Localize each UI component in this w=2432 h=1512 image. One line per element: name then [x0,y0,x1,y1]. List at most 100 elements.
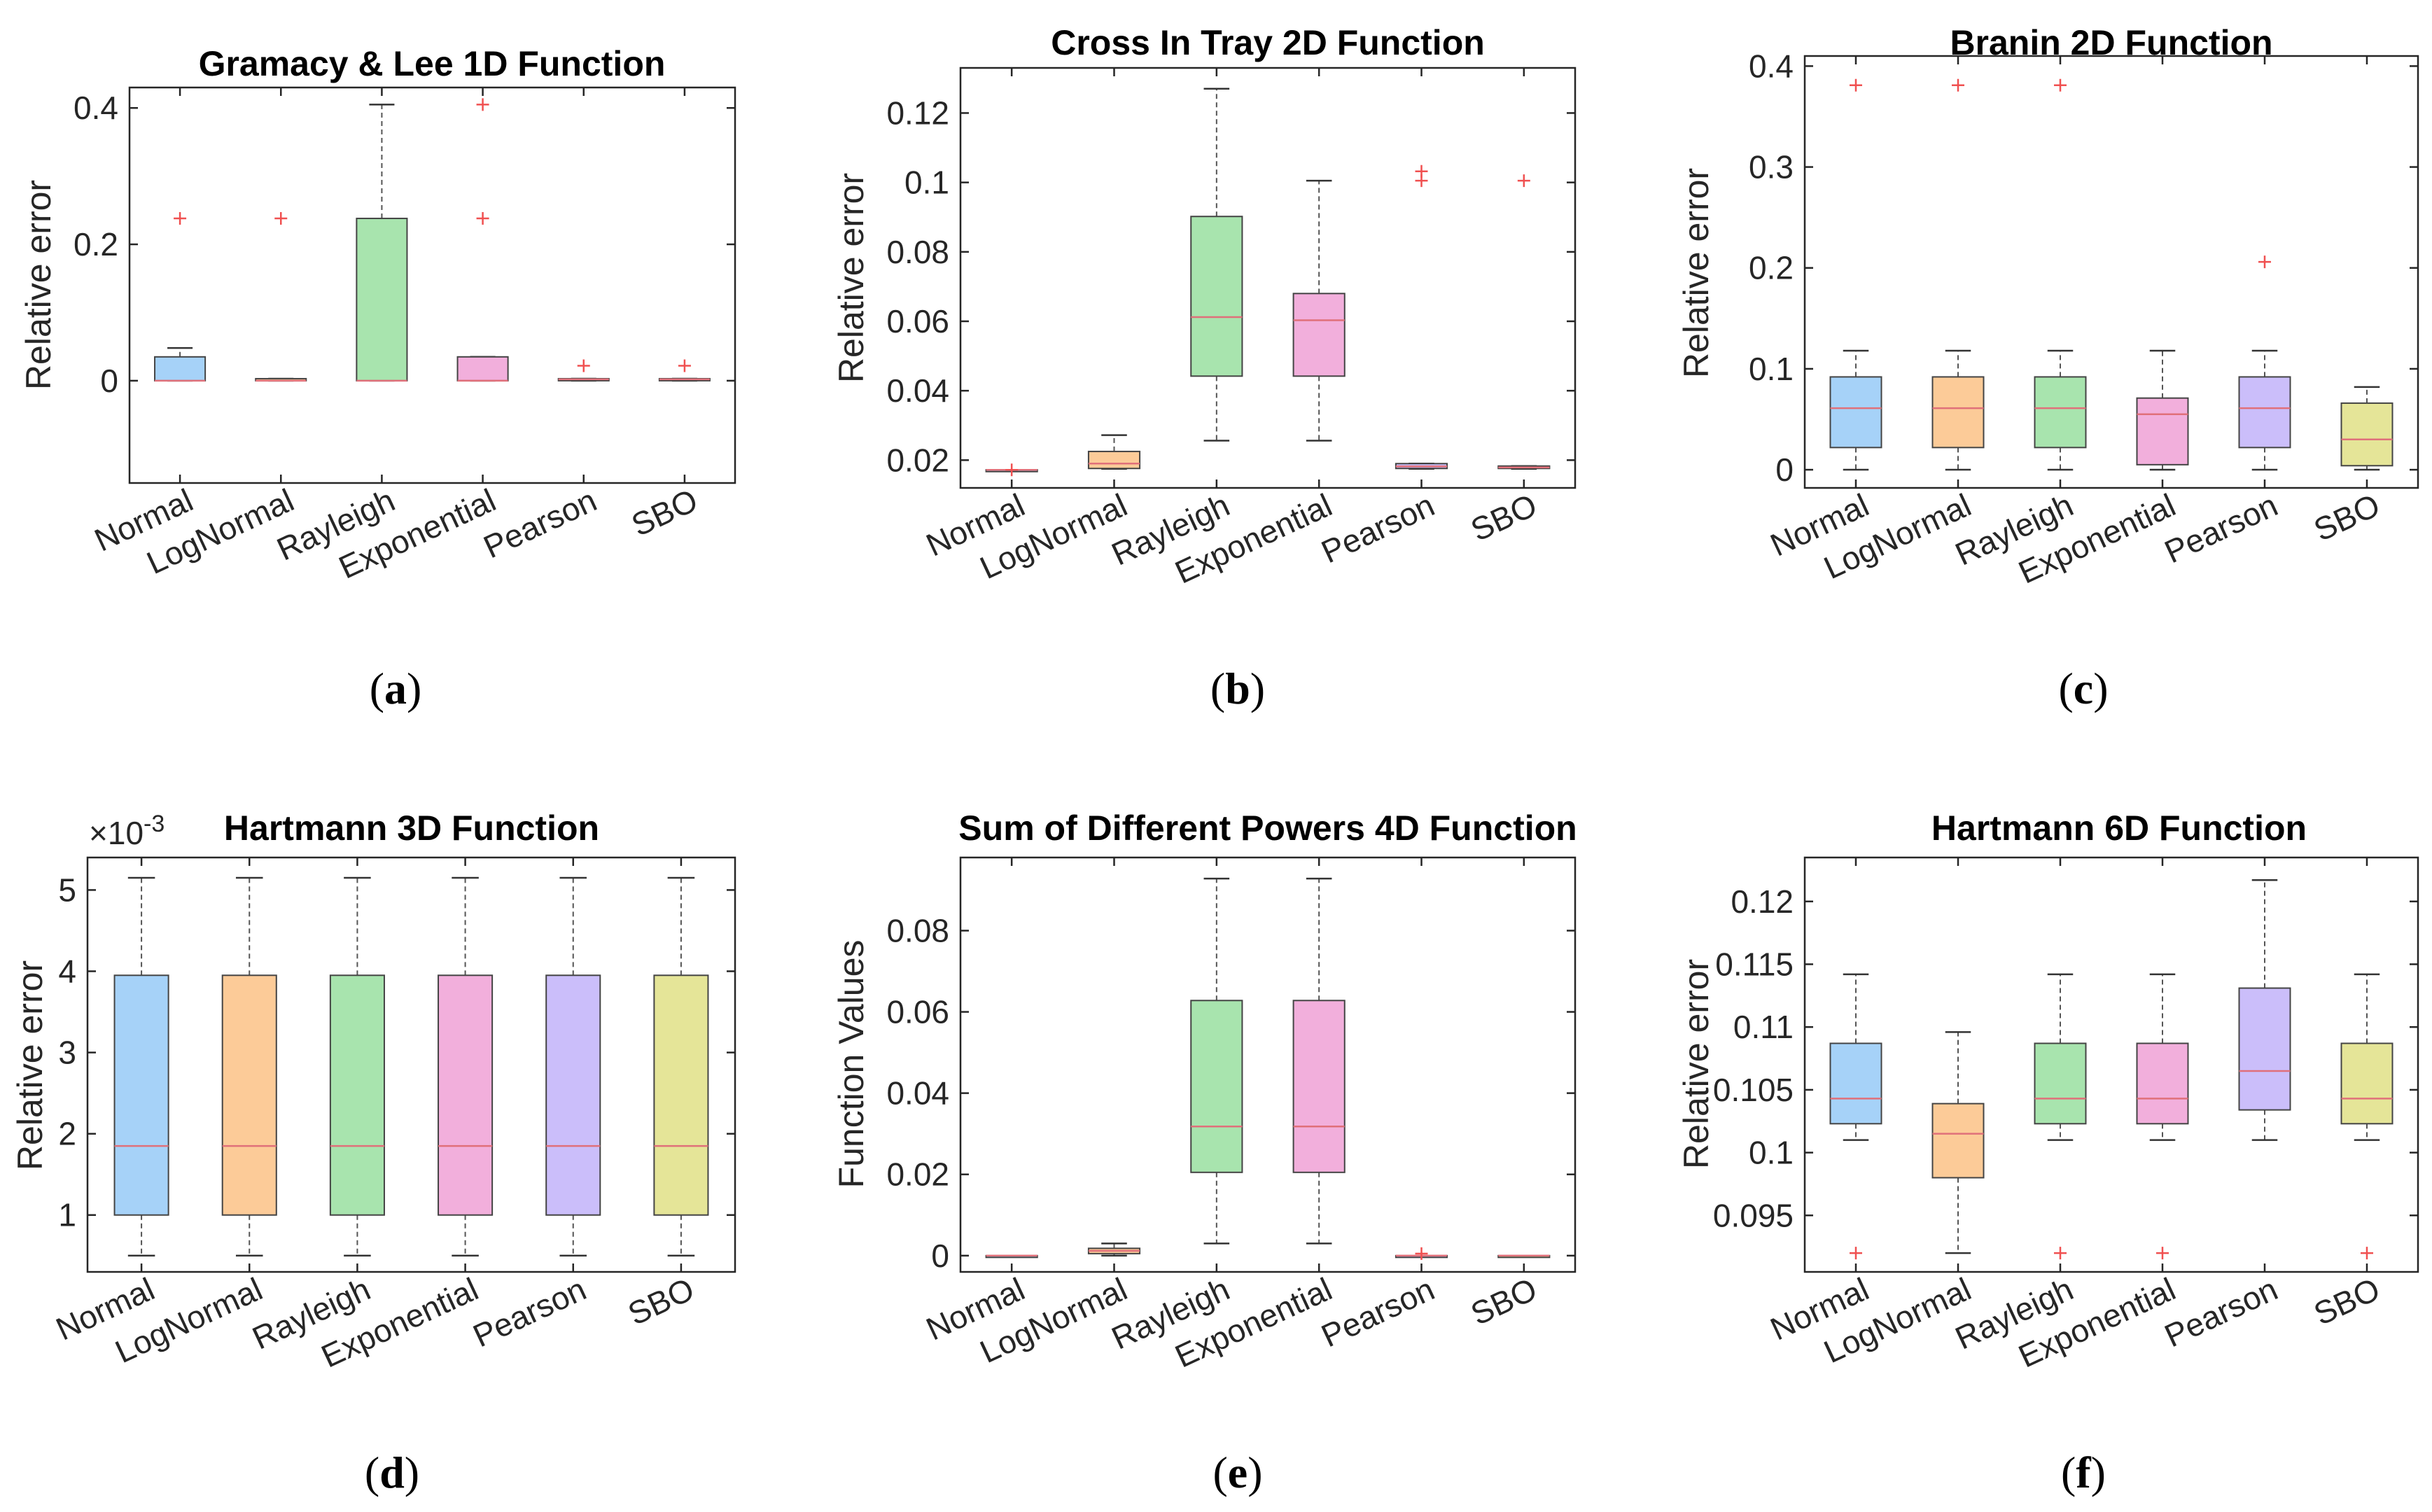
box-normal [1829,376,1882,449]
y-tick-label: 0.4 [74,90,118,126]
outlier-marker [476,212,489,225]
box-normal [113,974,169,1216]
exponent-base: ×10 [89,815,144,851]
box-normal [154,356,207,382]
box-rayleigh [2034,1042,2087,1125]
y-tick-label: 0.1 [904,164,949,201]
axes-frame [1803,55,2419,489]
y-tick-label: 0.1 [1749,1135,1794,1171]
box-exponential [1292,293,1346,377]
box-rayleigh [1190,216,1243,377]
panel-title: Branin 2D Function [1950,23,2272,62]
y-tick-label: 4 [58,953,76,990]
y-axis-label: Relative error [19,180,58,390]
boxes [985,877,1551,1260]
outlier-marker [274,212,288,225]
box-rayleigh [2034,376,2087,449]
outlier-marker [1952,78,1964,92]
subfigure-label: (f) [2061,1448,2106,1497]
subfigure-letter: c [2074,664,2093,713]
y-tick-label: 0.02 [886,1156,949,1193]
subfigure-label: (b) [1210,664,1265,713]
outlier-marker [1517,174,1530,188]
subfigure-letter: a [384,664,407,713]
y-axis-label: Relative error [11,960,50,1170]
y-tick-label: 0.2 [1749,250,1794,286]
y-tick-label: 0.105 [1713,1072,1794,1108]
y-tick-label: 0.3 [1749,149,1794,186]
y-tick-label: 2 [58,1116,76,1152]
panel-c: Branin 2D Function Relative error 0 0.1 0.… [1677,23,2419,713]
subfigure-letter: d [379,1448,405,1497]
outlier-marker [1415,1247,1428,1260]
axes-frame [1803,856,2419,1273]
box-exponential [2136,1042,2189,1125]
y-tick-label: 5 [58,872,76,908]
y-tick-label: 0.115 [1715,946,1794,982]
y-tick-label: 0.4 [1749,48,1794,84]
y-tick-label: 0.1 [1749,351,1794,387]
boxes [154,98,711,382]
box-lognormal [1931,376,1985,449]
outlier-marker [678,359,691,372]
boxes [1829,78,2393,471]
y-tick-label: 0 [1775,451,1794,488]
y-tick-label: 0.08 [886,234,949,270]
subfigure-letter: b [1225,664,1250,713]
box-normal [1829,1042,1882,1125]
subfigure-label: (c) [2058,664,2108,713]
box-lognormal [1931,1102,1985,1179]
box-exponential [456,356,509,382]
box-exponential [438,974,494,1216]
outlier-marker [577,359,590,372]
outlier-marker [1850,78,1862,92]
y-tick-label: 0.08 [886,912,949,948]
box-lognormal [221,974,277,1216]
y-tick-label: 0.06 [886,303,949,340]
axes-frame [959,856,1577,1273]
box-exponential [2136,397,2189,465]
y-axis-label: Relative error [1677,168,1716,378]
y-tick-label: 0.11 [1733,1009,1794,1045]
box-rayleigh [356,218,408,382]
boxes [113,876,709,1257]
y-tick-label: 0.12 [886,94,949,131]
box-pearson [2238,987,2291,1111]
outlier-marker [2156,1247,2169,1260]
y-tick-label: 0.12 [1731,883,1794,920]
box-exponential [1292,1000,1346,1173]
subfigure-label: (a) [370,664,422,713]
subfigure-letter: e [1228,1448,1248,1497]
y-tick-label: 3 [58,1035,76,1071]
box-sbo [2340,402,2393,467]
box-rayleigh [1190,1000,1243,1173]
axes-frame [128,86,736,484]
y-tick-label: 0.2 [74,226,118,262]
y-tick-label: 0.04 [886,372,949,409]
box-lognormal [1087,450,1141,470]
box-rayleigh [329,974,385,1216]
panel-title: Gramacy & Lee 1D Function [199,44,666,83]
box-sbo [2340,1042,2393,1125]
y-axis-label: Relative error [1677,959,1716,1169]
y-axis-label: Function Values [832,940,871,1189]
box-pearson [545,974,601,1216]
panel-title: Cross In Tray 2D Function [1051,23,1485,62]
panel-f: Hartmann 6D Function Relative error 0.09… [1677,808,2419,1497]
outlier-marker [2054,1247,2067,1260]
outlier-marker [476,98,489,111]
axis-exponent: ×10-3 [89,811,165,851]
panel-title: Hartmann 3D Function [224,808,599,848]
y-tick-label: 0.06 [886,994,949,1030]
outlier-marker [2054,78,2067,92]
box-sbo [653,974,709,1216]
outlier-marker [2361,1247,2373,1260]
outlier-marker [1415,164,1428,178]
y-tick-label: 0.04 [886,1075,949,1112]
boxes [985,88,1551,477]
outlier-marker [1005,463,1019,477]
subfigure-letter: f [2076,1448,2091,1497]
axes-frame [86,856,736,1273]
axes-frame [959,66,1577,489]
subfigure-label: (d) [365,1448,419,1497]
